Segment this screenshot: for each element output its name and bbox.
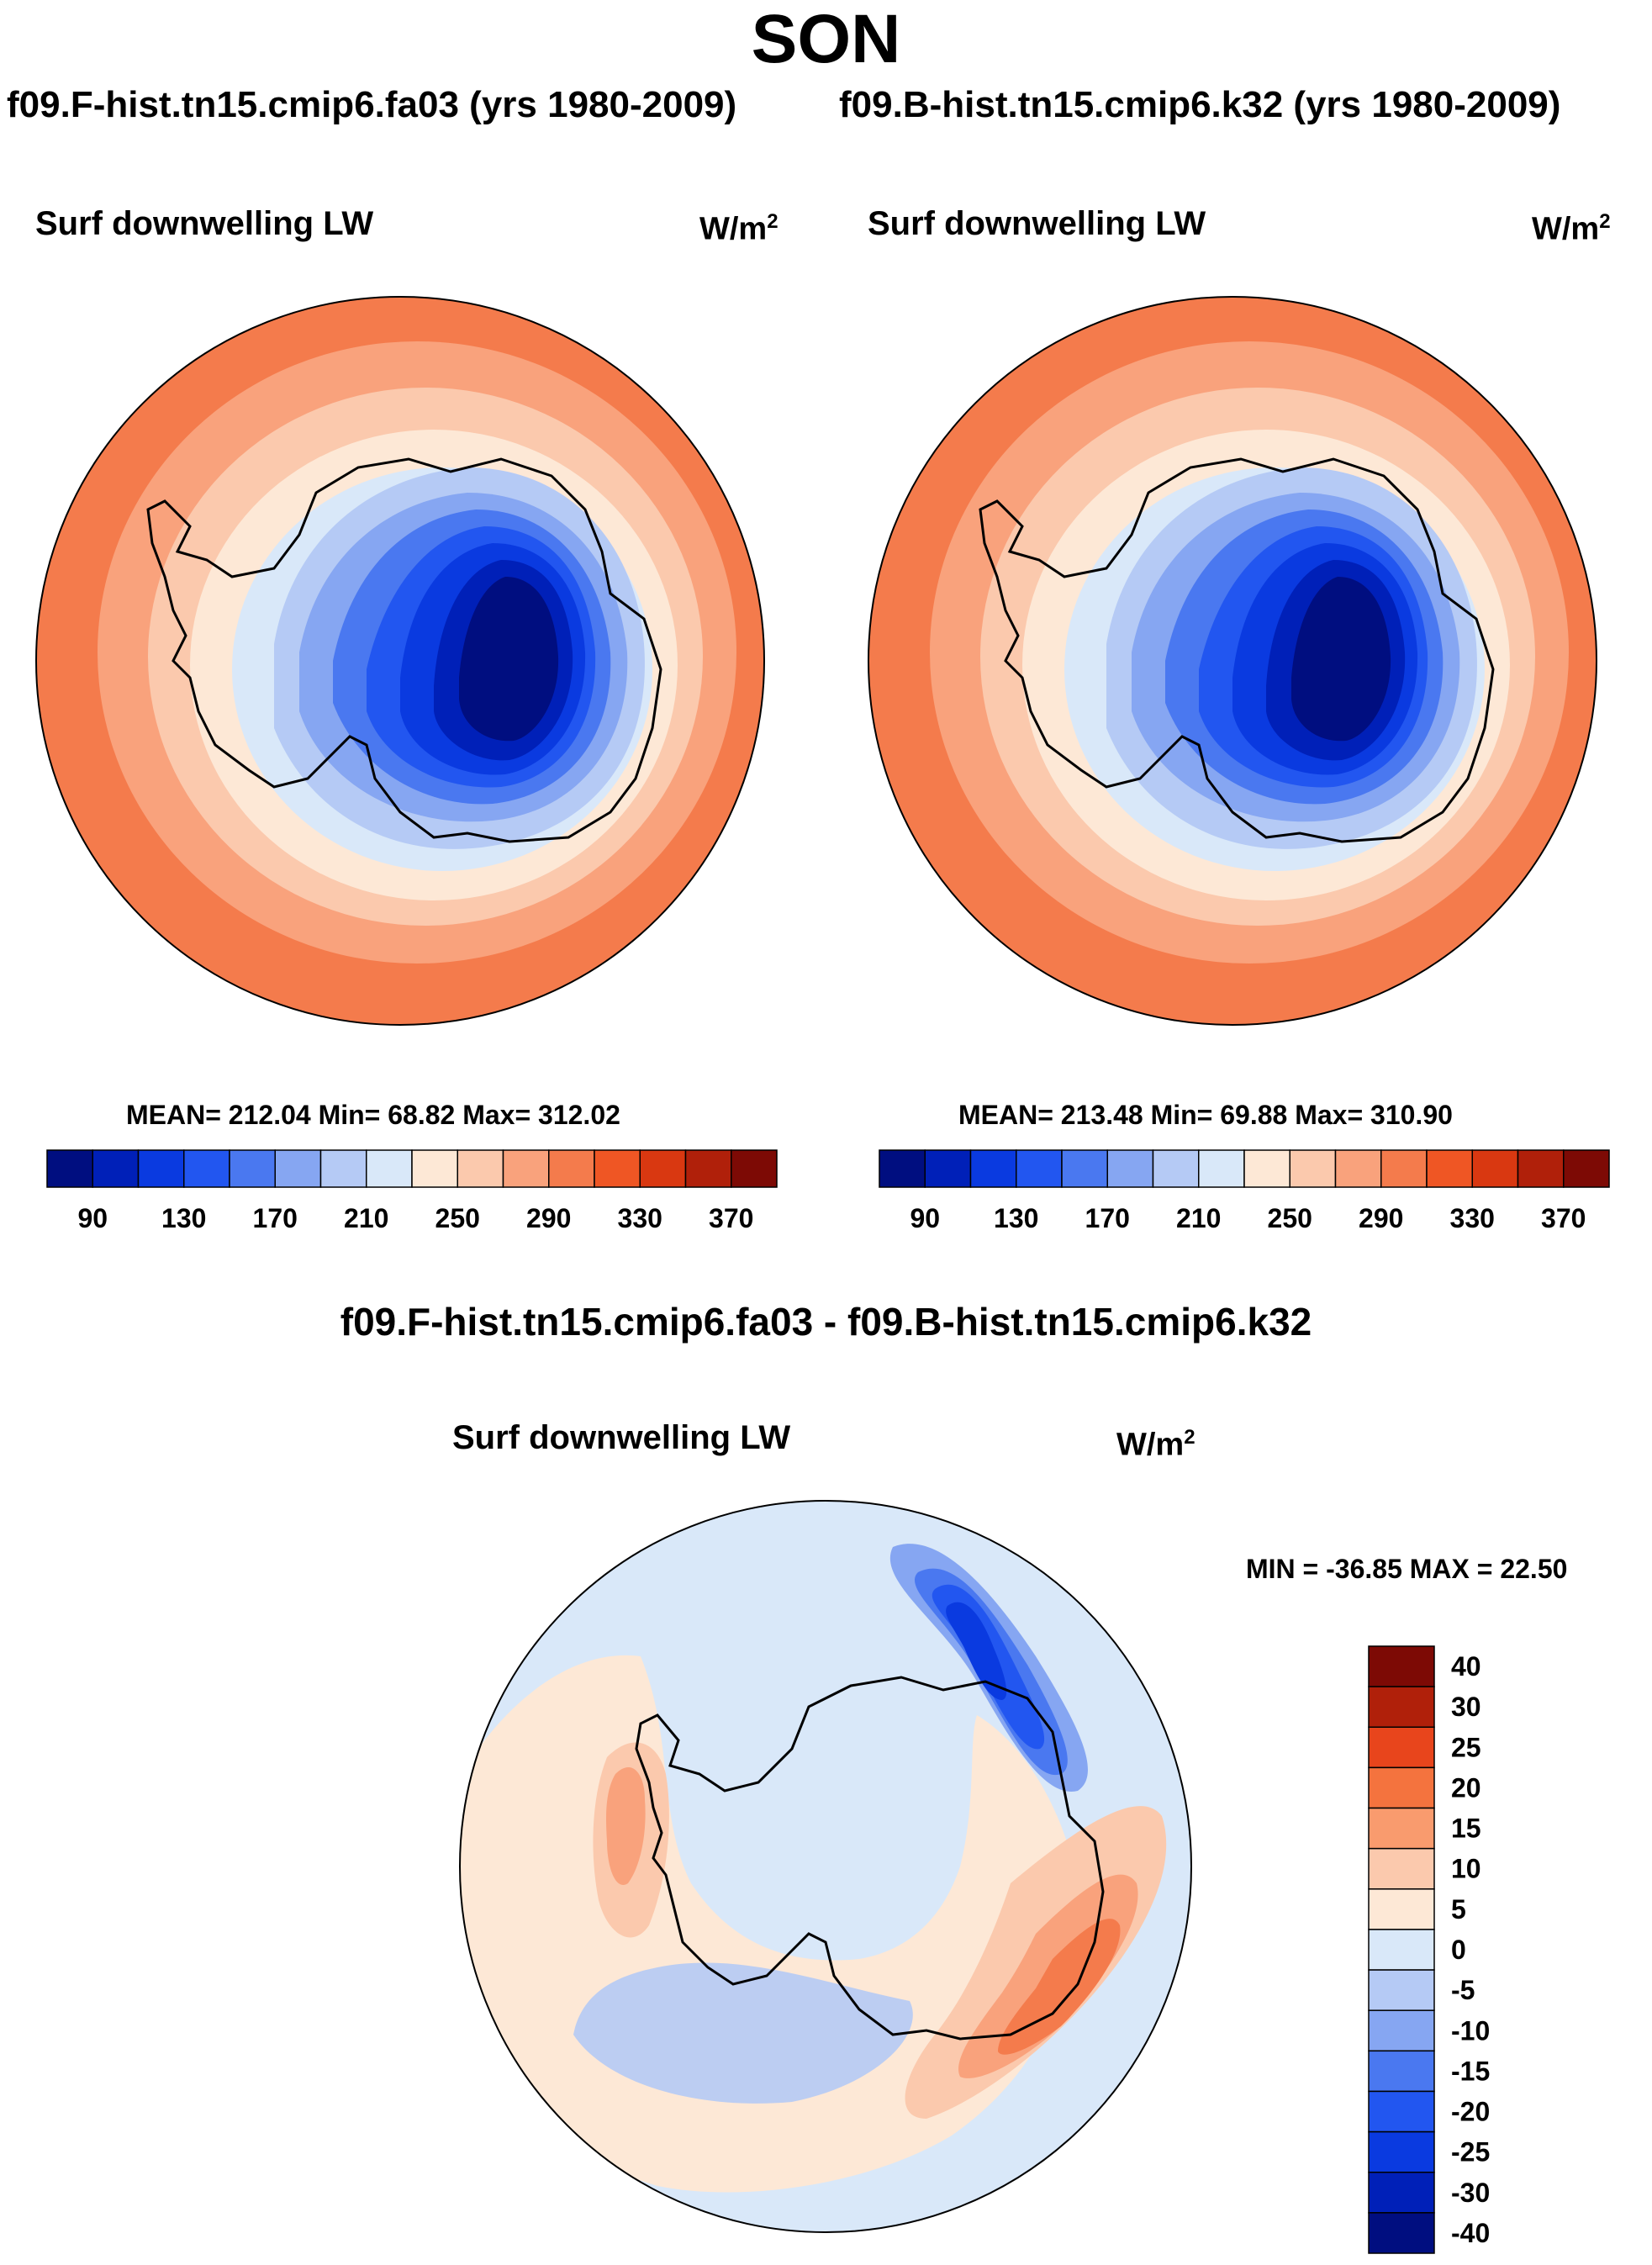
colorbar-swatch: [1426, 1149, 1473, 1188]
colorbar-swatch: [1368, 1686, 1435, 1729]
colorbar-swatch: [684, 1149, 732, 1188]
colorbar-swatch: [183, 1149, 230, 1188]
colorbar-tick-label: 130: [994, 1203, 1038, 1233]
colorbar-swatch: [969, 1149, 1017, 1188]
colorbar-swatch: [1368, 2171, 1435, 2214]
colorbar-tick-label: -40: [1451, 2218, 1490, 2248]
colorbar-tick-label: 30: [1451, 1692, 1481, 1722]
colorbar-tick-label: 0: [1451, 1935, 1466, 1965]
colorbar-swatch: [1368, 2050, 1435, 2093]
colorbar-swatch: [1368, 1645, 1435, 1687]
colorbar-tick-label: 15: [1451, 1814, 1481, 1844]
panel-2-stats: MEAN= 213.48 Min= 69.88 Max= 310.90: [958, 1100, 1453, 1130]
colorbar-swatch: [137, 1149, 185, 1188]
colorbar-swatch: [229, 1149, 276, 1188]
colorbar-tick-label: -5: [1451, 1975, 1475, 2005]
colorbar-swatch: [319, 1149, 367, 1188]
panel-2-variable: Surf downwelling LW: [868, 205, 1206, 242]
colorbar-tick-label: 5: [1451, 1894, 1466, 1924]
colorbar-swatch: [1061, 1149, 1108, 1188]
colorbar-tick-label: 330: [618, 1203, 662, 1233]
colorbar-tick-label: 250: [1268, 1203, 1312, 1233]
colorbar-tick-label: 170: [1085, 1203, 1130, 1233]
colorbar-swatch: [1368, 2090, 1435, 2133]
difference-variable: Surf downwelling LW: [452, 1419, 791, 1456]
colorbar-swatch: [1368, 1847, 1435, 1890]
colorbar-swatch: [1289, 1149, 1337, 1188]
panel-2-units: W/m2: [1532, 210, 1611, 247]
figure-title: SON: [751, 1, 901, 77]
colorbar-tick-label: -30: [1451, 2178, 1490, 2208]
colorbar-swatch: [1368, 2130, 1435, 2173]
colorbar-tick-label: 210: [1176, 1203, 1221, 1233]
colorbar-swatch: [1016, 1149, 1063, 1188]
colorbar-tick-label: 40: [1451, 1651, 1481, 1682]
colorbar-swatch: [548, 1149, 595, 1188]
colorbar-swatch: [1368, 2212, 1435, 2254]
colorbar-tick-label: 370: [709, 1203, 753, 1233]
panel-1-stats: MEAN= 212.04 Min= 68.82 Max= 312.02: [126, 1100, 620, 1130]
colorbar-tick-label: 170: [253, 1203, 298, 1233]
panel-1-map: [35, 296, 765, 1026]
colorbar-swatch: [639, 1149, 687, 1188]
colorbar-swatch: [594, 1149, 641, 1188]
colorbar-swatch: [1471, 1149, 1519, 1188]
colorbar-swatch: [457, 1149, 504, 1188]
colorbar-swatch: [1368, 1766, 1435, 1809]
colorbar-tick-label: 290: [1359, 1203, 1403, 1233]
colorbar-swatch: [1152, 1149, 1200, 1188]
colorbar-swatch: [1368, 1969, 1435, 2011]
panel-1-colorbar: 90 130 170 210 250 290 330 370: [46, 1149, 778, 1233]
colorbar-swatch: [1368, 2009, 1435, 2052]
difference-map: [459, 1500, 1192, 2233]
colorbar-tick-label: 130: [161, 1203, 206, 1233]
colorbar-tick-label: -10: [1451, 2015, 1490, 2046]
colorbar-tick-label: 25: [1451, 1732, 1481, 1762]
colorbar-swatch: [1517, 1149, 1565, 1188]
panel-2-case-title: f09.B-hist.tn15.cmip6.k32 (yrs 1980-2009…: [839, 84, 1561, 125]
panel-1-variable: Surf downwelling LW: [35, 205, 374, 242]
colorbar-swatch: [1563, 1149, 1610, 1188]
difference-title: f09.F-hist.tn15.cmip6.fa03 - f09.B-hist.…: [340, 1300, 1312, 1344]
colorbar-swatch: [366, 1149, 413, 1188]
colorbar-swatch: [1198, 1149, 1245, 1188]
colorbar-swatch: [1368, 1888, 1435, 1930]
colorbar-swatch: [274, 1149, 322, 1188]
colorbar-tick-label: 290: [526, 1203, 571, 1233]
colorbar-swatch: [411, 1149, 458, 1188]
colorbar-swatch: [1368, 1929, 1435, 1971]
panel-1-case-title: f09.F-hist.tn15.cmip6.fa03 (yrs 1980-200…: [7, 84, 737, 125]
colorbar-swatch: [1380, 1149, 1428, 1188]
colorbar-tick-label: -25: [1451, 2137, 1490, 2167]
colorbar-tick-label: -15: [1451, 2056, 1490, 2086]
colorbar-swatch: [92, 1149, 140, 1188]
colorbar-swatch: [879, 1149, 926, 1188]
colorbar-tick-label: 330: [1450, 1203, 1495, 1233]
colorbar-swatch: [731, 1149, 778, 1188]
colorbar-swatch: [924, 1149, 972, 1188]
colorbar-tick-label: -20: [1451, 2097, 1490, 2127]
difference-colorbar: 40 30 25 20 15 10 5 0 -5 -10 -15 -20 -25 -30 -40: [1368, 1645, 1490, 2254]
colorbar-tick-label: 370: [1541, 1203, 1586, 1233]
panel-2-colorbar: 90 130 170 210 250 290 330 370: [879, 1149, 1610, 1233]
colorbar-swatch: [502, 1149, 550, 1188]
colorbar-tick-label: 250: [435, 1203, 480, 1233]
colorbar-tick-label: 20: [1451, 1772, 1481, 1803]
colorbar-swatch: [1106, 1149, 1154, 1188]
panel-1-units: W/m2: [699, 210, 778, 247]
colorbar-tick-label: 90: [910, 1203, 940, 1233]
colorbar-swatch: [1334, 1149, 1382, 1188]
colorbar-tick-label: 210: [344, 1203, 388, 1233]
colorbar-swatch: [46, 1149, 93, 1188]
difference-stats: MIN = -36.85 MAX = 22.50: [1246, 1554, 1568, 1584]
panel-2-map: [868, 296, 1597, 1026]
colorbar-swatch: [1243, 1149, 1290, 1188]
colorbar-swatch: [1368, 1726, 1435, 1769]
colorbar-tick-label: 90: [77, 1203, 108, 1233]
colorbar-tick-label: 10: [1451, 1854, 1481, 1884]
colorbar-swatch: [1368, 1807, 1435, 1850]
difference-units: W/m2: [1116, 1426, 1195, 1463]
